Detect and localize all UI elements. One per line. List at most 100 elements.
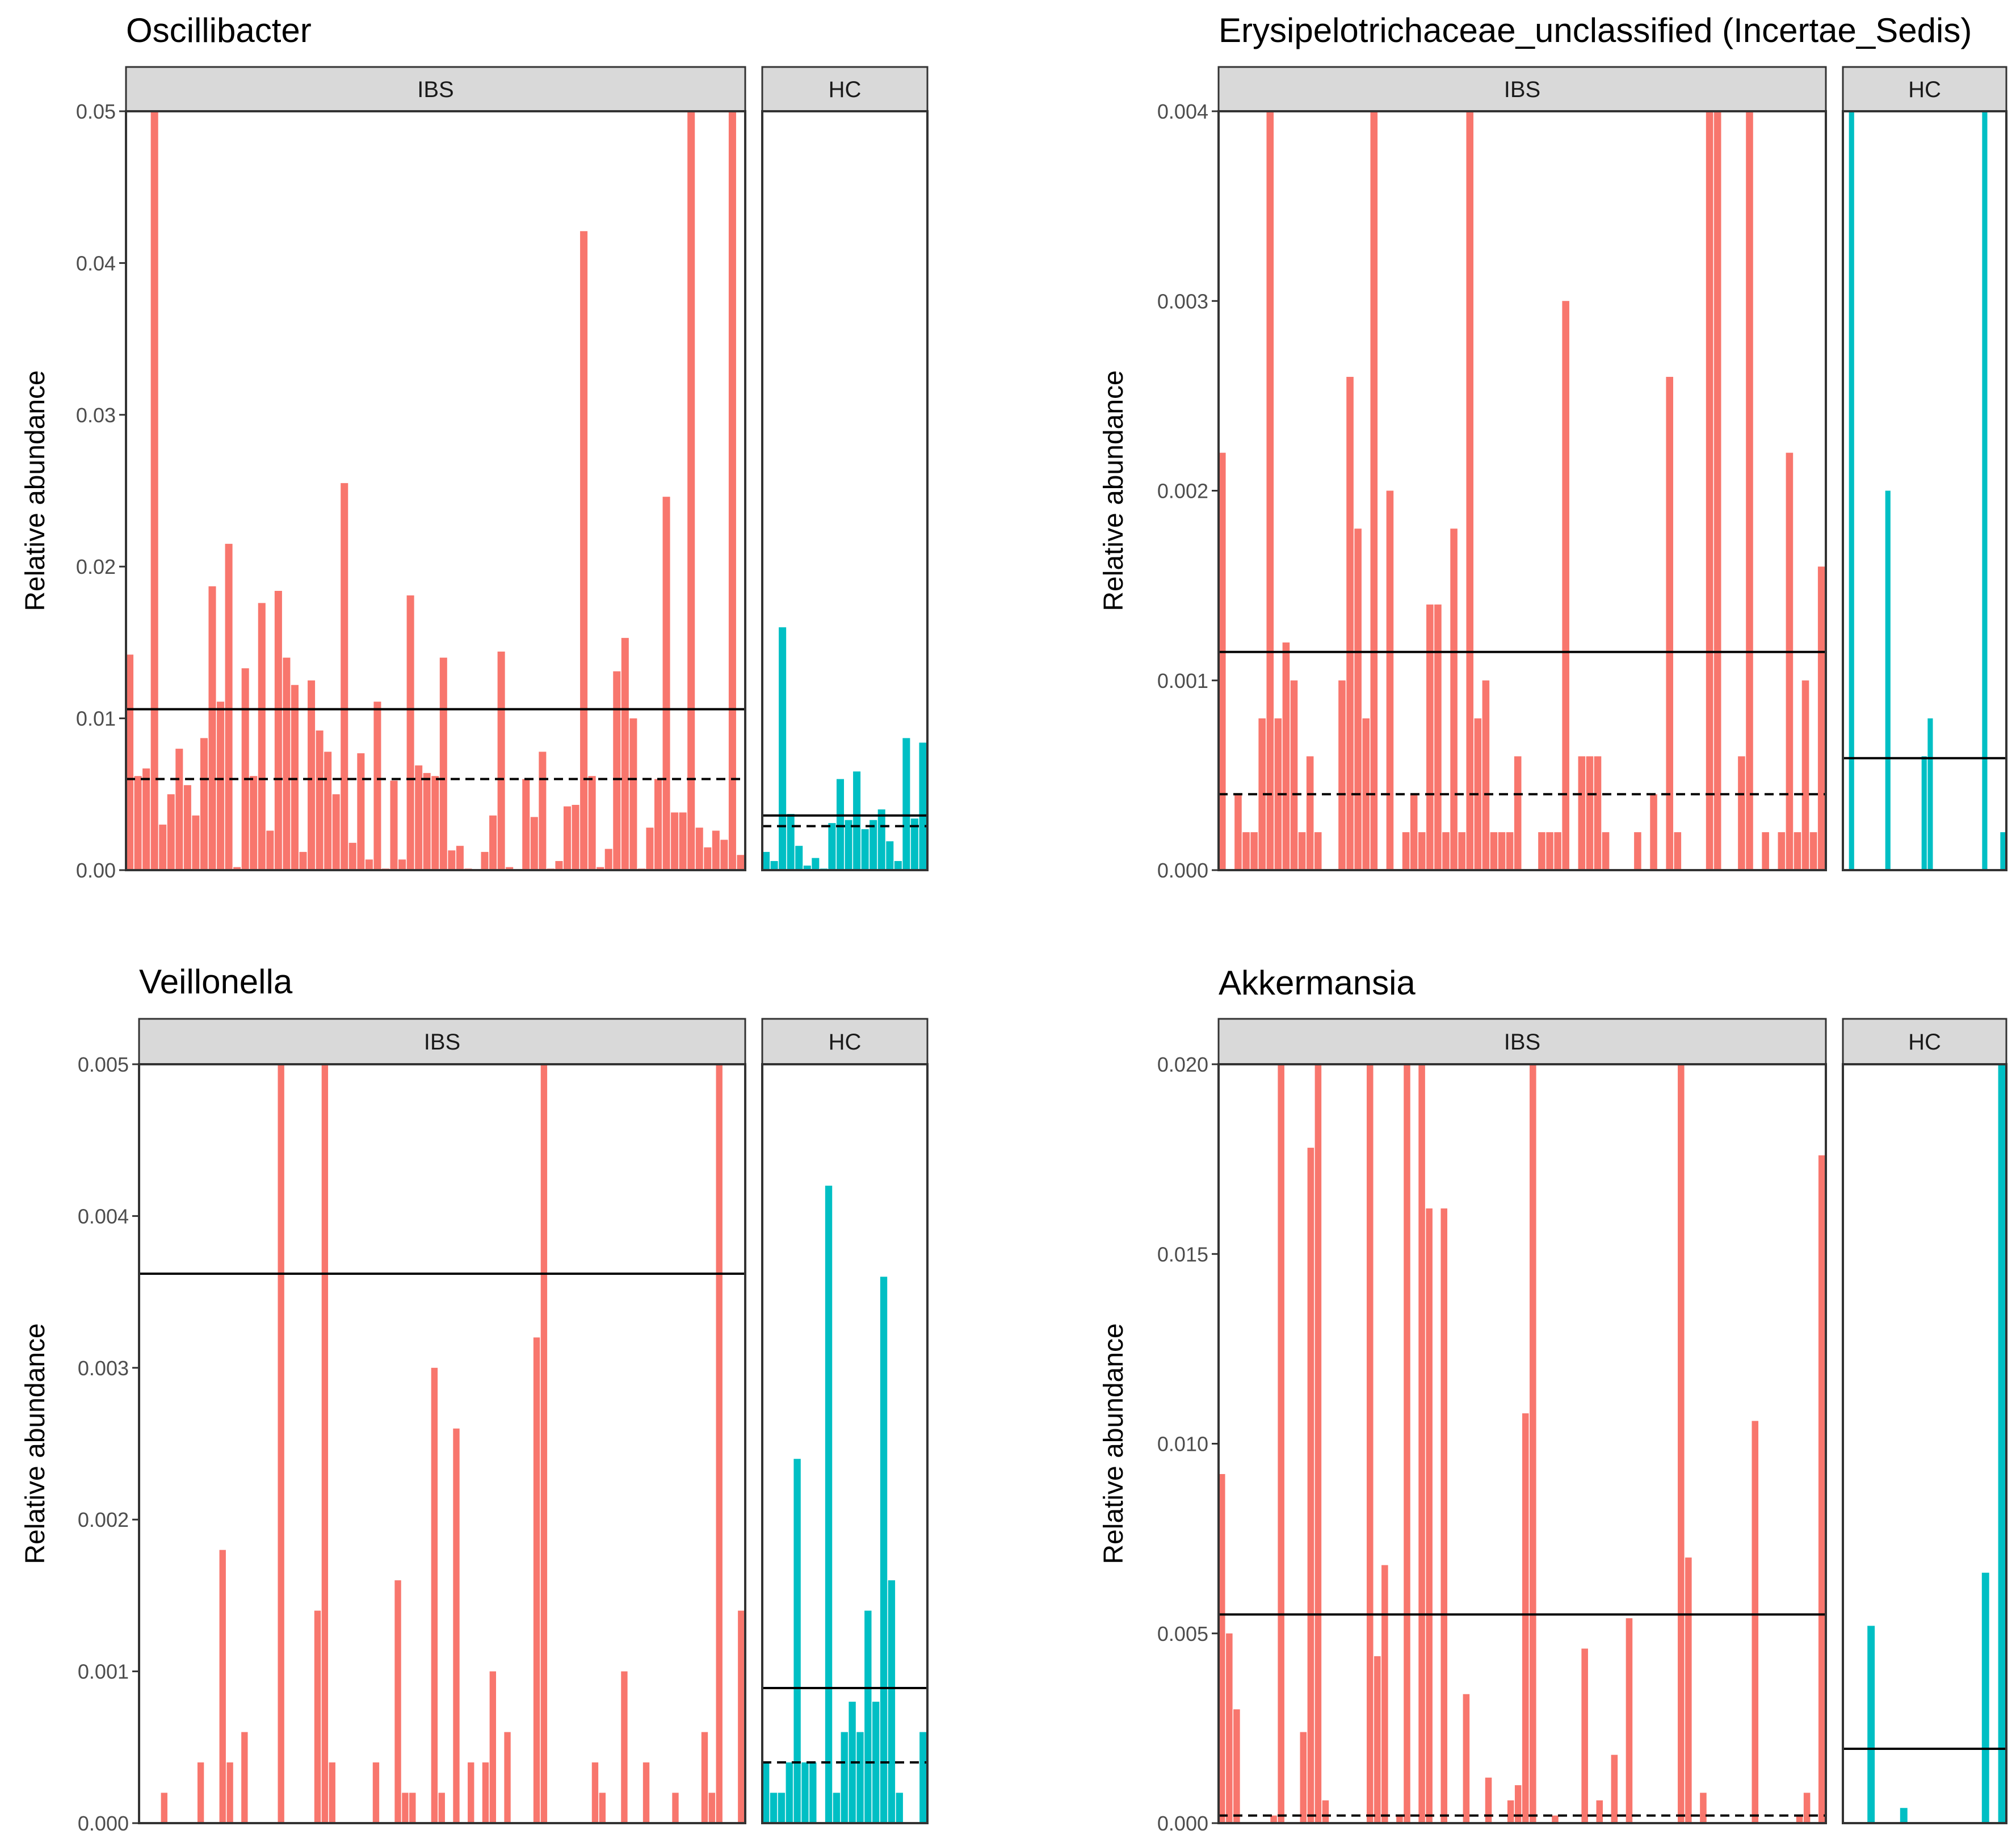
bar bbox=[1706, 111, 1713, 870]
bar bbox=[1362, 718, 1370, 870]
bar bbox=[642, 1762, 650, 1823]
bar bbox=[402, 1792, 409, 1823]
bar bbox=[1921, 756, 1927, 870]
bar bbox=[778, 1792, 786, 1823]
bar bbox=[1219, 1473, 1225, 1823]
bar bbox=[812, 858, 820, 870]
bar bbox=[1322, 1800, 1329, 1823]
bar bbox=[1258, 718, 1266, 870]
bar bbox=[225, 544, 233, 870]
bar bbox=[1602, 832, 1610, 870]
bar bbox=[1226, 1633, 1233, 1823]
bar bbox=[1678, 1064, 1685, 1823]
bar bbox=[365, 859, 373, 870]
bar bbox=[853, 771, 861, 870]
bar bbox=[1818, 1155, 1825, 1823]
bar bbox=[1298, 832, 1306, 870]
bar bbox=[1746, 111, 1753, 870]
facet-strip bbox=[1842, 66, 2007, 112]
panel-border bbox=[761, 110, 929, 871]
y-tick-label: 0.04 bbox=[76, 251, 116, 275]
bar bbox=[1713, 111, 1721, 870]
bar bbox=[540, 1064, 548, 1823]
bar bbox=[1611, 1754, 1618, 1823]
bar bbox=[308, 680, 316, 870]
panel-border bbox=[1842, 1063, 2007, 1824]
bar bbox=[332, 794, 340, 870]
bar bbox=[1596, 1800, 1603, 1823]
chart-2: Erysipelotrichaceae_unclassified (Incert… bbox=[1099, 11, 2007, 882]
bar bbox=[679, 812, 687, 870]
bar bbox=[1418, 832, 1426, 870]
bar bbox=[197, 1762, 204, 1823]
bar bbox=[841, 1732, 848, 1823]
bar bbox=[1762, 832, 1769, 870]
panel-border bbox=[138, 1063, 746, 1824]
y-tick-label: 0.004 bbox=[1157, 100, 1208, 123]
bar bbox=[341, 483, 348, 870]
bar bbox=[1498, 832, 1506, 870]
bar bbox=[208, 586, 216, 870]
bar bbox=[348, 842, 356, 870]
bar bbox=[134, 776, 142, 870]
bar bbox=[1506, 832, 1514, 870]
bar bbox=[770, 1792, 778, 1823]
bar bbox=[329, 1762, 335, 1823]
bar bbox=[1219, 452, 1226, 870]
bar bbox=[489, 815, 497, 870]
bar bbox=[415, 765, 423, 870]
panel-ibs: IBS bbox=[1217, 66, 1827, 871]
bar bbox=[1314, 832, 1322, 870]
bar bbox=[864, 1610, 872, 1823]
bar bbox=[1306, 756, 1314, 870]
y-tick-label: 0.05 bbox=[76, 100, 116, 123]
bar bbox=[597, 867, 604, 870]
bar bbox=[737, 855, 745, 870]
bar bbox=[1650, 794, 1657, 870]
y-tick-label: 0.03 bbox=[76, 404, 116, 427]
y-tick-label: 0.020 bbox=[1157, 1053, 1208, 1076]
bar bbox=[845, 820, 852, 870]
bar bbox=[1685, 1557, 1692, 1823]
bar bbox=[1794, 832, 1801, 870]
bar bbox=[1522, 1413, 1529, 1823]
bar bbox=[226, 1762, 233, 1823]
bar bbox=[321, 1064, 329, 1823]
panel-border bbox=[1217, 1063, 1827, 1824]
bar bbox=[1290, 680, 1298, 870]
bar bbox=[167, 794, 175, 870]
bar bbox=[712, 830, 720, 870]
bar bbox=[910, 818, 918, 870]
bar bbox=[1738, 756, 1745, 870]
y-tick-label: 0.005 bbox=[78, 1053, 129, 1076]
bar bbox=[233, 867, 241, 870]
chart-1: Oscillibacter Relative abundance 0.00 0.01 0… bbox=[20, 11, 929, 882]
bar bbox=[159, 824, 167, 870]
bar bbox=[161, 1792, 167, 1823]
bar bbox=[142, 768, 150, 870]
y-tick-label: 0.002 bbox=[1157, 480, 1208, 503]
bar bbox=[481, 851, 489, 870]
bar bbox=[720, 839, 728, 870]
bar bbox=[701, 1732, 708, 1823]
bar bbox=[453, 1428, 460, 1823]
bar bbox=[555, 860, 563, 870]
bar bbox=[497, 651, 505, 870]
chart-4: Akkermansia Relative abundance 0.000 0.005 0… bbox=[1099, 964, 2007, 1835]
bar bbox=[1530, 1064, 1536, 1823]
bar bbox=[448, 850, 456, 870]
bar bbox=[919, 742, 927, 870]
y-tick-label: 0.003 bbox=[78, 1357, 129, 1380]
bar bbox=[274, 590, 282, 870]
bar bbox=[1440, 1208, 1448, 1823]
bar bbox=[836, 779, 844, 870]
bar bbox=[671, 812, 679, 870]
bar bbox=[533, 1337, 540, 1823]
bar bbox=[886, 841, 894, 870]
bar bbox=[896, 1792, 903, 1823]
y-axis-label: Relative abundance bbox=[1099, 1323, 1129, 1564]
bar bbox=[1666, 376, 1673, 870]
bar bbox=[1370, 111, 1378, 870]
facet-strip-label: IBS bbox=[417, 77, 453, 102]
